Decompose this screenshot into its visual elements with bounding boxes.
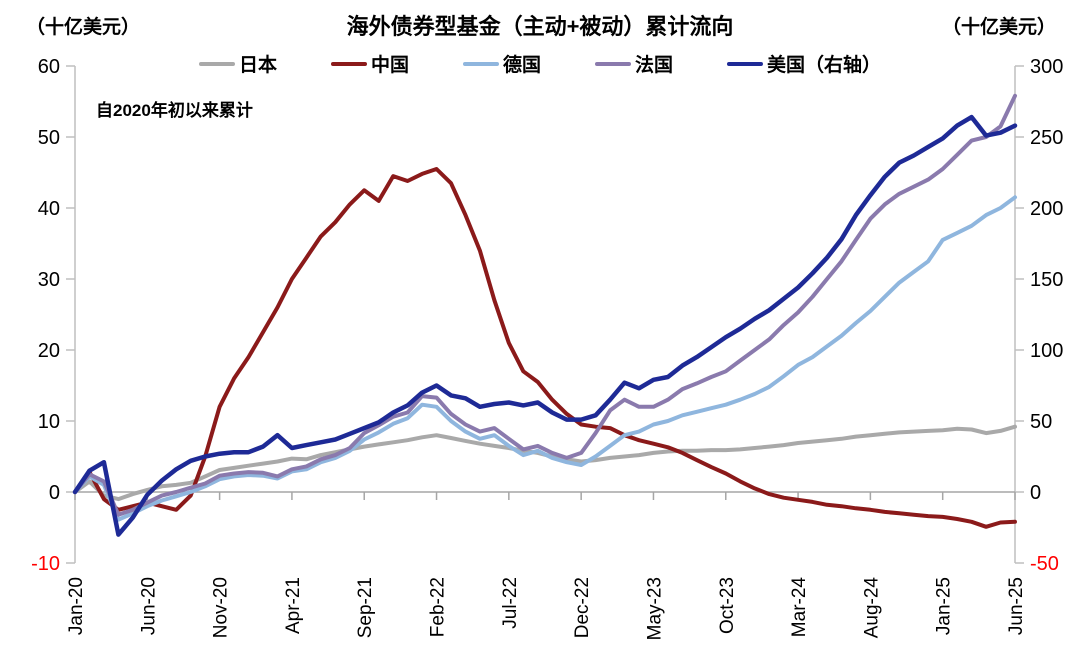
x-axis-tick-label: Oct-23 <box>717 577 738 634</box>
x-axis-tick-label: May-23 <box>644 577 665 640</box>
right-axis-unit: （十亿美元） <box>941 17 1056 38</box>
left-axis-tick-label: 50 <box>38 127 60 149</box>
left-axis-tick-label: -10 <box>31 553 60 575</box>
line-germany <box>73 195 1017 522</box>
line-usa <box>72 114 1018 537</box>
right-axis-tick-label: 200 <box>1030 198 1063 220</box>
right-axis-tick-label: 150 <box>1030 269 1063 291</box>
legend-item-japan: 日本 <box>198 50 277 77</box>
legend-label-china: 中国 <box>370 55 409 76</box>
legend-line-swatch-france <box>595 61 631 66</box>
x-axis-tick-label: Jan-20 <box>66 577 87 635</box>
right-axis-tick-label: 250 <box>1030 127 1063 149</box>
line-france <box>73 93 1017 517</box>
left-axis-tick-label: 60 <box>38 56 60 78</box>
legend: 日本 中国 德国 法国 美国（右轴） <box>0 50 1080 77</box>
legend-line-swatch-china <box>330 61 367 66</box>
right-axis-tick-label: 300 <box>1030 56 1063 78</box>
left-axis-unit: （十亿美元） <box>26 17 141 38</box>
left-axis-tick-label: 30 <box>38 269 60 291</box>
legend-label-germany: 德国 <box>502 55 541 76</box>
x-axis-tick-label: Sep-21 <box>355 577 376 638</box>
legend-item-usa: 美国（右轴） <box>727 50 881 77</box>
x-axis-tick-label: Apr-21 <box>283 577 304 634</box>
legend-label-france: 法国 <box>635 55 674 76</box>
x-axis-tick-label: Jul-22 <box>500 577 521 629</box>
x-axis-tick-label: Jan-25 <box>934 577 955 635</box>
chart-title: 海外债券型基金（主动+被动）累计流向 <box>346 14 734 39</box>
legend-line-swatch-japan <box>198 61 235 66</box>
legend-line-swatch-germany <box>462 61 499 66</box>
legend-item-germany: 德国 <box>462 50 541 77</box>
legend-label-usa: 美国（右轴） <box>767 55 882 76</box>
legend-label-japan: 日本 <box>238 55 277 76</box>
right-axis-tick-label: 50 <box>1030 411 1052 433</box>
x-axis-tick-label: Dec-22 <box>572 577 593 638</box>
x-axis-tick-label: Feb-22 <box>428 577 449 637</box>
left-axis-tick-label: 10 <box>38 411 60 433</box>
legend-item-france: 法国 <box>595 50 673 77</box>
legend-line-swatch-usa <box>727 61 764 66</box>
x-axis-tick-label: Aug-24 <box>861 577 882 639</box>
x-axis-tick-label: Nov-20 <box>211 577 232 638</box>
line-japan <box>73 424 1017 502</box>
x-axis-tick-label: Jun-20 <box>138 577 159 635</box>
right-axis-tick-label: 100 <box>1030 340 1063 362</box>
right-axis-tick-label: -50 <box>1030 553 1059 575</box>
x-axis-tick-label: Jun-25 <box>1006 577 1027 635</box>
left-axis-tick-label: 0 <box>49 482 60 504</box>
left-axis-tick-label: 20 <box>38 340 60 362</box>
chart-annotation: 自2020年初以来累计 <box>96 101 253 120</box>
right-axis-tick-label: 0 <box>1030 482 1041 504</box>
x-axis-tick-label: Mar-24 <box>789 577 810 638</box>
line-china <box>73 167 1017 529</box>
legend-item-china: 中国 <box>330 50 409 77</box>
left-axis-tick-label: 40 <box>38 198 60 220</box>
